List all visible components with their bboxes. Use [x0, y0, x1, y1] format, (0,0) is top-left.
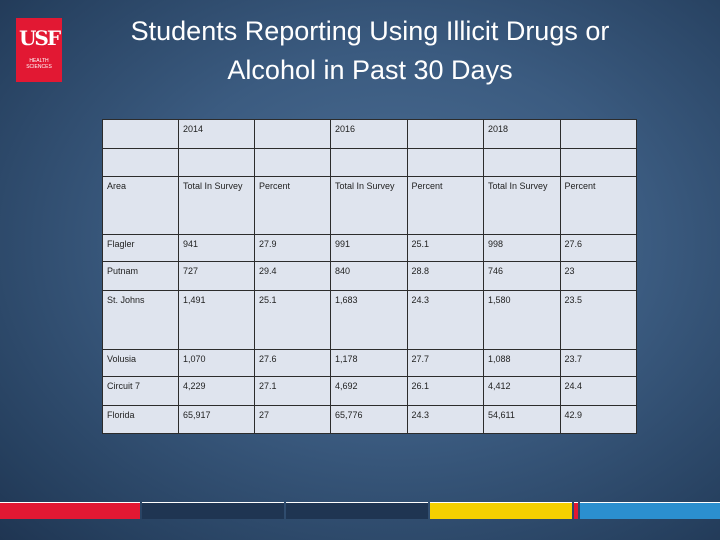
bar-segment	[286, 502, 428, 519]
value-cell: 25.1	[406, 234, 484, 262]
spacer-row	[102, 148, 637, 177]
title-line-1: Students Reporting Using Illicit Drugs o…	[130, 16, 610, 46]
value-cell: 4,692	[330, 376, 408, 406]
blank-cell	[330, 148, 408, 177]
value-cell: 1,683	[330, 290, 408, 350]
area-cell: Flagler	[102, 234, 179, 262]
value-cell: 23.5	[559, 290, 637, 350]
value-cell: 42.9	[559, 405, 637, 434]
value-cell: 25.1	[254, 290, 331, 350]
bar-segment	[0, 502, 140, 519]
value-cell: 28.8	[406, 261, 484, 291]
bar-segment	[430, 502, 572, 519]
value-cell: 1,491	[178, 290, 255, 350]
value-cell: 24.4	[559, 376, 637, 406]
logo-subtitle: HEALTH SCIENCES	[26, 58, 52, 70]
area-cell: Putnam	[102, 261, 179, 291]
value-cell: 27.1	[254, 376, 331, 406]
column-header-row: Area Total In Survey Percent Total In Su…	[102, 176, 637, 235]
area-cell: St. Johns	[102, 290, 179, 350]
column-header: Total In Survey	[483, 176, 561, 235]
year-2018: 2018	[483, 119, 561, 149]
value-cell: 1,178	[330, 349, 408, 377]
area-cell: Volusia	[102, 349, 179, 377]
value-cell: 23	[559, 261, 637, 291]
area-cell: Circuit 7	[102, 376, 179, 406]
blank-cell	[254, 119, 331, 149]
value-cell: 1,580	[483, 290, 561, 350]
value-cell: 746	[483, 261, 561, 291]
bottom-color-bar	[0, 502, 720, 519]
slide-title: Students Reporting Using Illicit Drugs o…	[90, 12, 650, 90]
value-cell: 27.9	[254, 234, 331, 262]
table-row: Flagler 941 27.9 991 25.1 998 27.6	[102, 234, 637, 262]
value-cell: 65,776	[330, 405, 408, 434]
value-cell: 23.7	[559, 349, 637, 377]
title-line-2: Alcohol in Past 30 Days	[227, 55, 513, 85]
value-cell: 24.3	[406, 405, 484, 434]
value-cell: 27.6	[559, 234, 637, 262]
bar-segment	[574, 502, 578, 519]
value-cell: 27	[254, 405, 331, 434]
value-cell: 27.7	[406, 349, 484, 377]
value-cell: 27.6	[254, 349, 331, 377]
value-cell: 1,088	[483, 349, 561, 377]
blank-cell	[559, 148, 637, 177]
bar-segment	[142, 502, 284, 519]
blank-cell	[483, 148, 561, 177]
value-cell: 24.3	[406, 290, 484, 350]
area-header: Area	[102, 176, 179, 235]
table-row: Circuit 7 4,229 27.1 4,692 26.1 4,412 24…	[102, 376, 637, 406]
value-cell: 4,412	[483, 376, 561, 406]
value-cell: 840	[330, 261, 408, 291]
value-cell: 4,229	[178, 376, 255, 406]
column-header: Total In Survey	[178, 176, 255, 235]
value-cell: 991	[330, 234, 408, 262]
blank-cell	[406, 148, 484, 177]
blank-cell	[102, 119, 179, 149]
value-cell: 65,917	[178, 405, 255, 434]
usf-health-logo: USF HEALTH SCIENCES	[16, 18, 62, 82]
blank-cell	[102, 148, 179, 177]
blank-cell	[559, 119, 637, 149]
value-cell: 941	[178, 234, 255, 262]
value-cell: 26.1	[406, 376, 484, 406]
table-row: Volusia 1,070 27.6 1,178 27.7 1,088 23.7	[102, 349, 637, 377]
area-cell: Florida	[102, 405, 179, 434]
data-table: 2014 2016 2018 Area Total In Survey Perc…	[102, 119, 637, 434]
year-header-row: 2014 2016 2018	[102, 119, 637, 149]
value-cell: 727	[178, 261, 255, 291]
logo-mark: USF	[18, 26, 61, 50]
blank-cell	[178, 148, 255, 177]
column-header: Percent	[406, 176, 484, 235]
column-header: Percent	[254, 176, 331, 235]
column-header: Total In Survey	[330, 176, 408, 235]
bar-segment	[580, 502, 720, 519]
column-header: Percent	[559, 176, 637, 235]
value-cell: 29.4	[254, 261, 331, 291]
year-2016: 2016	[330, 119, 408, 149]
table-row: Florida 65,917 27 65,776 24.3 54,611 42.…	[102, 405, 637, 434]
value-cell: 54,611	[483, 405, 561, 434]
blank-cell	[406, 119, 484, 149]
value-cell: 998	[483, 234, 561, 262]
blank-cell	[254, 148, 331, 177]
value-cell: 1,070	[178, 349, 255, 377]
table-row: Putnam 727 29.4 840 28.8 746 23	[102, 261, 637, 291]
year-2014: 2014	[178, 119, 255, 149]
table-row: St. Johns 1,491 25.1 1,683 24.3 1,580 23…	[102, 290, 637, 350]
